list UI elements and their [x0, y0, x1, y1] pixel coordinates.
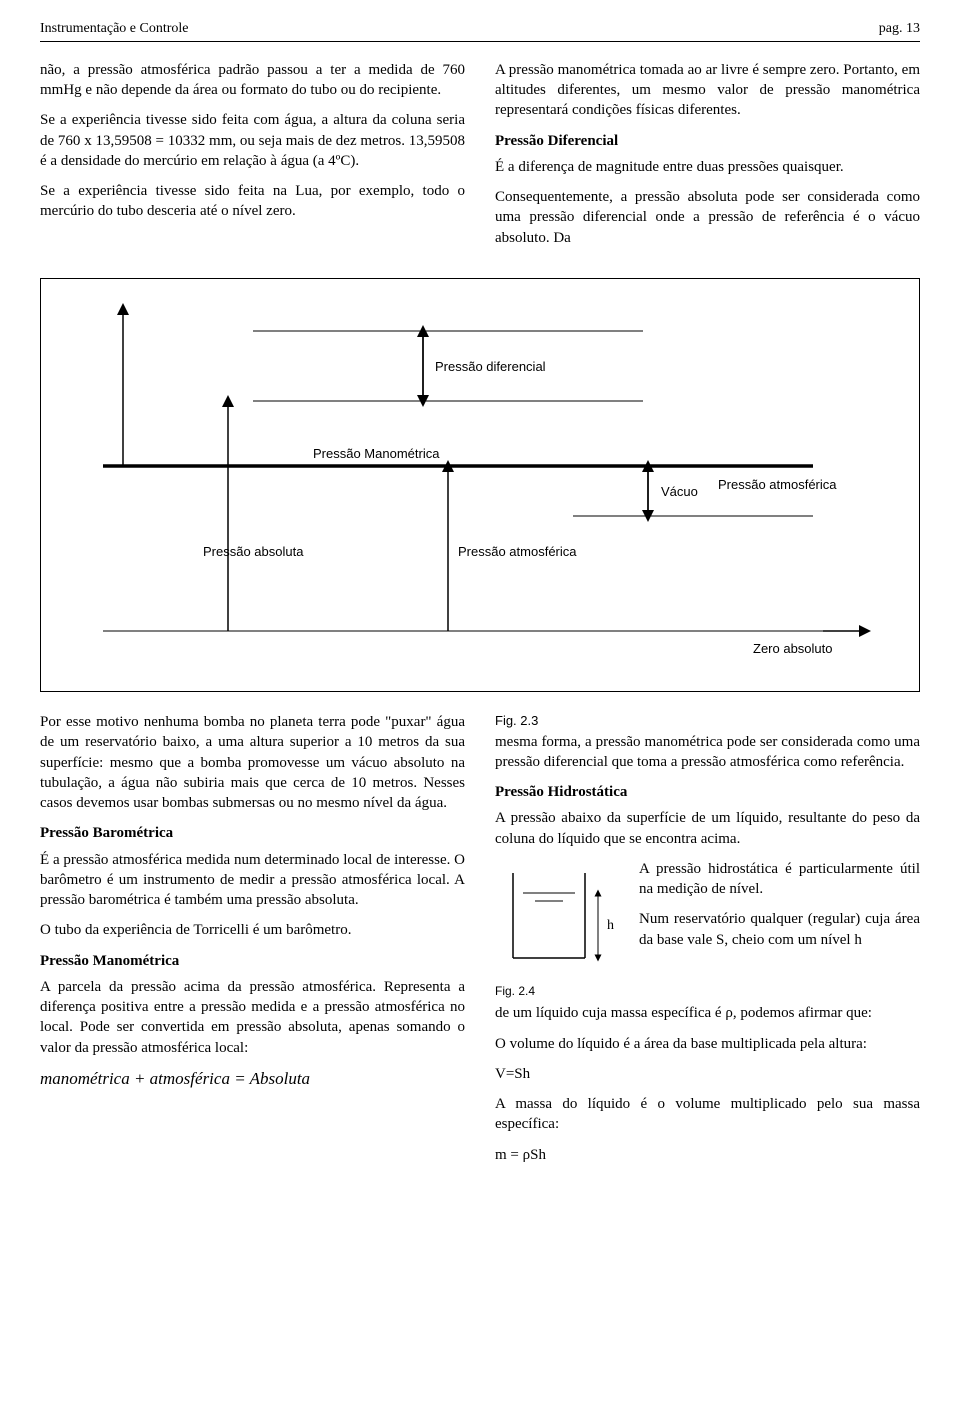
pressure-diagram-box: Pressão diferencial Pressão Manométrica …: [40, 278, 920, 692]
para: O tubo da experiência de Torricelli é um…: [40, 920, 465, 940]
upper-columns: não, a pressão atmosférica padrão passou…: [40, 60, 920, 258]
heading: Pressão Barométrica: [40, 823, 465, 843]
para: de um líquido cuja massa específica é ρ,…: [495, 1003, 920, 1023]
col-left-1: não, a pressão atmosférica padrão passou…: [40, 60, 465, 258]
equation: manométrica + atmosférica = Absoluta: [40, 1068, 465, 1091]
para: Por esse motivo nenhuma bomba no planeta…: [40, 712, 465, 813]
heading: Pressão Hidrostática: [495, 782, 920, 802]
col-right-1: A pressão manométrica tomada ao ar livre…: [495, 60, 920, 258]
heading: Pressão Diferencial: [495, 131, 920, 151]
tank-diagram: h: [495, 863, 625, 973]
para: A pressão manométrica tomada ao ar livre…: [495, 60, 920, 121]
para: É a pressão atmosférica medida num deter…: [40, 850, 465, 911]
label-absoluta: Pressão absoluta: [203, 544, 304, 559]
para: É a diferença de magnitude entre duas pr…: [495, 157, 920, 177]
para: O volume do líquido é a área da base mul…: [495, 1034, 920, 1054]
para: Consequentemente, a pressão absoluta pod…: [495, 187, 920, 248]
para: Se a experiência tivesse sido feita com …: [40, 110, 465, 171]
label-zero-abs: Zero absoluto: [753, 641, 833, 656]
para: A parcela da pressão acima da pressão at…: [40, 977, 465, 1058]
label-vacuo: Vácuo: [661, 484, 698, 499]
para: Se a experiência tivesse sido feita na L…: [40, 181, 465, 222]
label-atm-center: Pressão atmosférica: [458, 544, 577, 559]
header-right: pag. 13: [879, 20, 920, 39]
fig-2-4-caption: Fig. 2.4: [495, 983, 625, 999]
para: A pressão abaixo da superfície de um líq…: [495, 808, 920, 849]
header-left: Instrumentação e Controle: [40, 20, 189, 39]
col-left-2: Por esse motivo nenhuma bomba no planeta…: [40, 712, 465, 1175]
equation: m = ρSh: [495, 1145, 920, 1165]
label-manometrica: Pressão Manométrica: [313, 446, 440, 461]
para: A massa do líquido é o volume multiplica…: [495, 1094, 920, 1135]
para: mesma forma, a pressão manométrica pode …: [495, 732, 920, 773]
h-label: h: [607, 918, 614, 933]
fig-2-4: h Fig. 2.4: [495, 863, 625, 999]
page-header: Instrumentação e Controle pag. 13: [40, 20, 920, 42]
heading: Pressão Manométrica: [40, 951, 465, 971]
fig-2-3-caption: Fig. 2.3: [495, 712, 920, 730]
col-right-2: Fig. 2.3 mesma forma, a pressão manométr…: [495, 712, 920, 1175]
label-diferencial: Pressão diferencial: [435, 359, 546, 374]
pressure-diagram: Pressão diferencial Pressão Manométrica …: [53, 291, 893, 671]
lower-columns: Por esse motivo nenhuma bomba no planeta…: [40, 712, 920, 1175]
para: não, a pressão atmosférica padrão passou…: [40, 60, 465, 101]
label-atm-right: Pressão atmosférica: [718, 477, 837, 492]
equation: V=Sh: [495, 1064, 920, 1084]
